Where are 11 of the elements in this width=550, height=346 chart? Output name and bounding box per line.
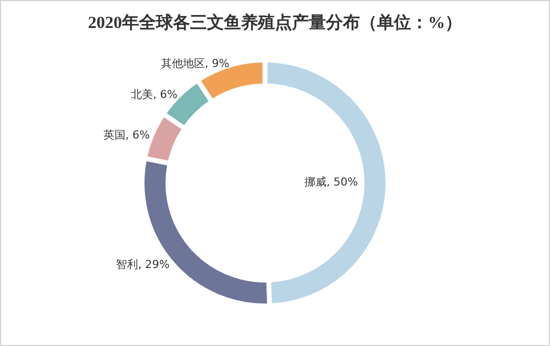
slice-label: 智利 [116,257,138,270]
slice-label: 北美 [130,87,153,100]
slice-label: 挪威 [304,174,327,188]
data-label: , 6% [152,87,178,100]
chart-title: 2020年全球各三文鱼养殖点产量分布（单位：%） [88,13,462,32]
slice-label: 其他地区 [160,56,205,70]
data-label: , 50% [326,174,358,188]
slice-label: 英国 [103,128,126,141]
data-label: , 29% [138,257,170,270]
data-label: , 9% [204,56,230,70]
data-label: , 6% [125,128,150,141]
